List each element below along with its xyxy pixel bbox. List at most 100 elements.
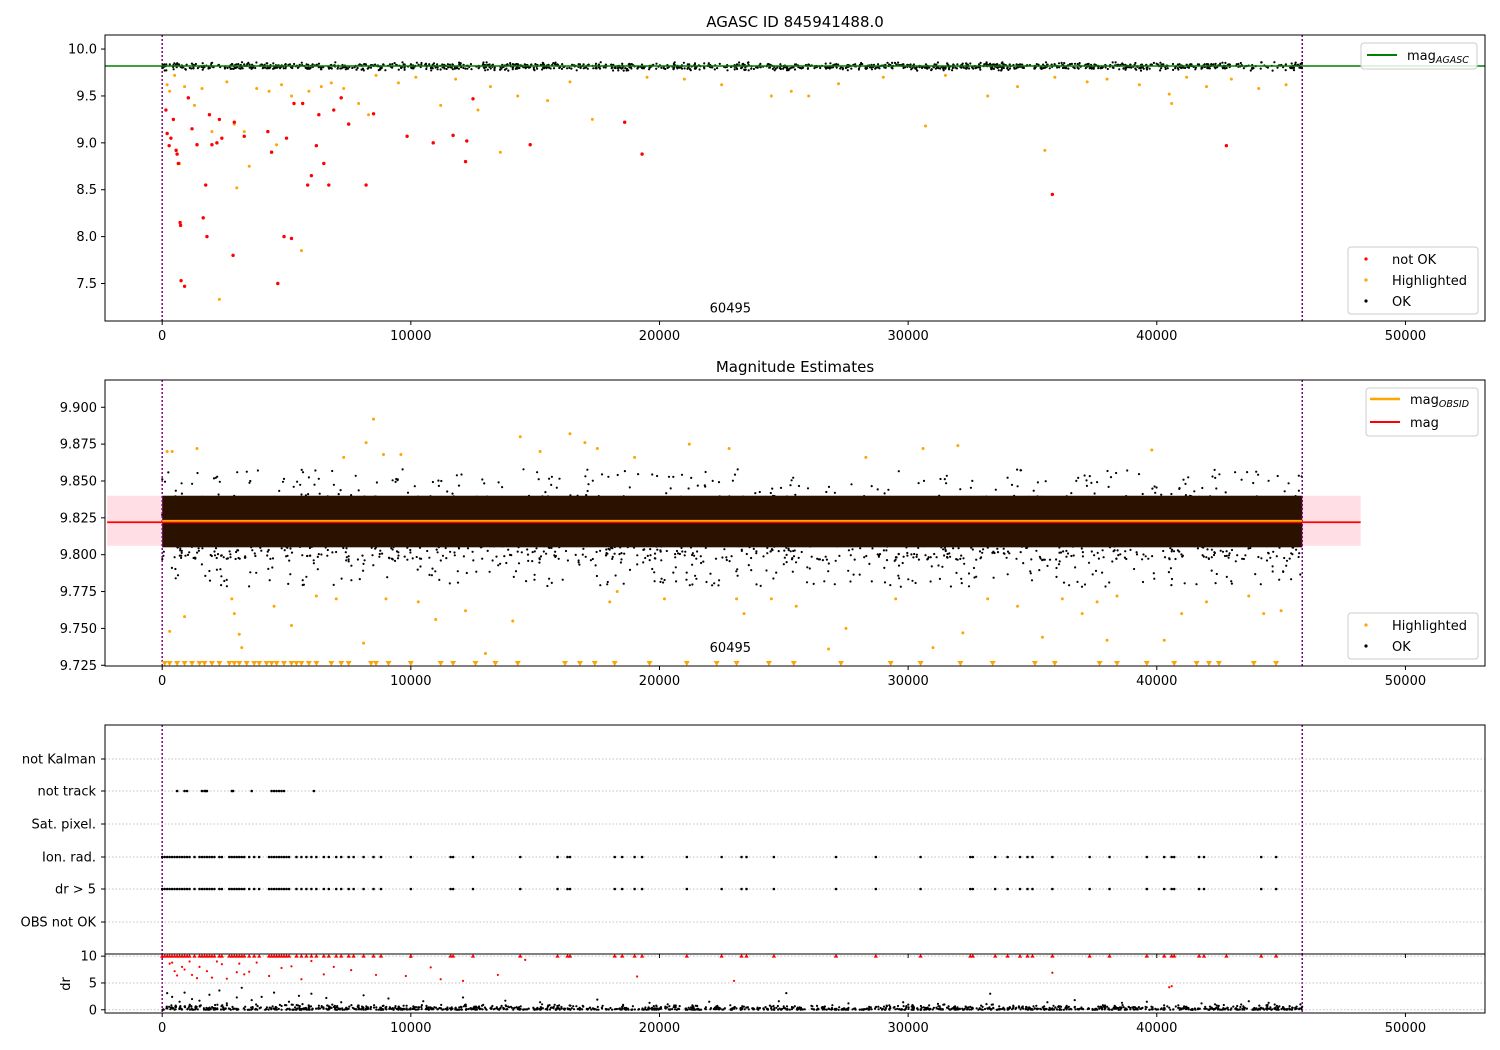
ok-point [280, 547, 283, 550]
ok-point [1224, 61, 1227, 64]
ok-point [617, 69, 620, 72]
ok-point [1072, 554, 1075, 557]
ok-point [649, 554, 652, 557]
ok-point [1140, 63, 1144, 66]
flag-point [267, 887, 271, 891]
ok-point [718, 579, 721, 582]
ok-point [1093, 492, 1096, 495]
ok-point [1159, 69, 1162, 72]
ok-point [581, 553, 584, 556]
ok-point [229, 67, 232, 70]
ok-point [256, 469, 259, 472]
ok-point [648, 68, 651, 71]
ok-point [1163, 556, 1167, 559]
ok-point [674, 553, 677, 556]
flag-point [1031, 887, 1034, 891]
flag-point [1088, 887, 1091, 891]
flag-point [1172, 855, 1176, 859]
ok-point [768, 66, 771, 69]
ok-point [255, 61, 258, 64]
flag-point [280, 855, 283, 859]
ok-point [787, 547, 790, 550]
ok-point [723, 548, 726, 551]
ok-point [907, 578, 910, 581]
ok-point [1147, 557, 1150, 560]
ok-point [607, 475, 610, 478]
ok-point [347, 558, 350, 561]
ok-point [714, 557, 718, 560]
highlighted-point [735, 597, 739, 601]
ok-point [782, 67, 785, 70]
ok-point [420, 557, 423, 560]
ok-point [538, 558, 541, 561]
ok-point [1144, 555, 1147, 558]
clipped-low-marker [646, 661, 653, 666]
ok-point [406, 491, 410, 494]
flag-point [183, 855, 186, 859]
ok-point [441, 554, 445, 557]
highlighted-point [961, 631, 965, 635]
ok-point [762, 555, 765, 558]
ok-point [428, 556, 431, 559]
ok-point [561, 63, 564, 66]
ok-point [1146, 66, 1149, 69]
flag-point [362, 887, 365, 891]
ok-point [636, 563, 639, 566]
dr-ok-point [350, 1004, 353, 1007]
flag-point [208, 887, 211, 891]
clipped-low-marker [226, 661, 233, 666]
ok-point [847, 569, 850, 572]
flag-point [1274, 887, 1278, 891]
ok-point [318, 492, 321, 495]
ok-point [378, 552, 381, 556]
clipped-low-marker [328, 661, 335, 666]
highlighted-point [307, 89, 311, 93]
ok-point [1284, 69, 1287, 72]
ok-point [858, 573, 861, 576]
dr-ok-point [937, 1005, 940, 1008]
ok-point [495, 555, 498, 558]
ok-point [469, 63, 472, 66]
ok-point [1059, 551, 1063, 554]
ok-point [391, 63, 394, 66]
flag-row-label: Ion. rad. [42, 851, 96, 866]
ok-point [665, 549, 668, 553]
clipped-low-marker [492, 661, 499, 666]
clipped-low-marker [450, 661, 457, 666]
ok-point [906, 551, 909, 555]
ok-point [536, 67, 539, 70]
ok-point [835, 63, 838, 66]
ok-point [406, 558, 409, 561]
ok-point [785, 561, 788, 564]
ok-point [260, 549, 263, 552]
ok-point [409, 548, 412, 552]
ok-point [509, 62, 512, 65]
ok-point [1214, 62, 1217, 65]
ok-point [850, 67, 853, 70]
ok-point [1101, 549, 1104, 552]
ok-point [261, 67, 264, 70]
ok-point [254, 66, 257, 70]
flag-point [322, 855, 326, 859]
ok-point [765, 569, 768, 572]
flag-point [334, 855, 338, 859]
ok-point [582, 63, 585, 66]
highlighted-point [595, 447, 599, 451]
ok-point [345, 559, 348, 562]
ok-point [859, 547, 862, 550]
ok-point [363, 63, 366, 66]
ok-point [870, 485, 873, 488]
ok-point [1088, 475, 1091, 478]
ok-point [717, 481, 721, 484]
ok-point [430, 66, 433, 69]
ok-point [728, 560, 731, 563]
highlighted-point [247, 164, 251, 168]
flag-point [267, 855, 271, 859]
highlighted-point [894, 597, 898, 601]
x-tick-label: 20000 [639, 674, 680, 689]
ok-point [726, 69, 729, 72]
ok-point [548, 66, 551, 69]
ok-point [428, 63, 431, 66]
ok-point [446, 490, 449, 493]
ok-point [902, 63, 905, 66]
